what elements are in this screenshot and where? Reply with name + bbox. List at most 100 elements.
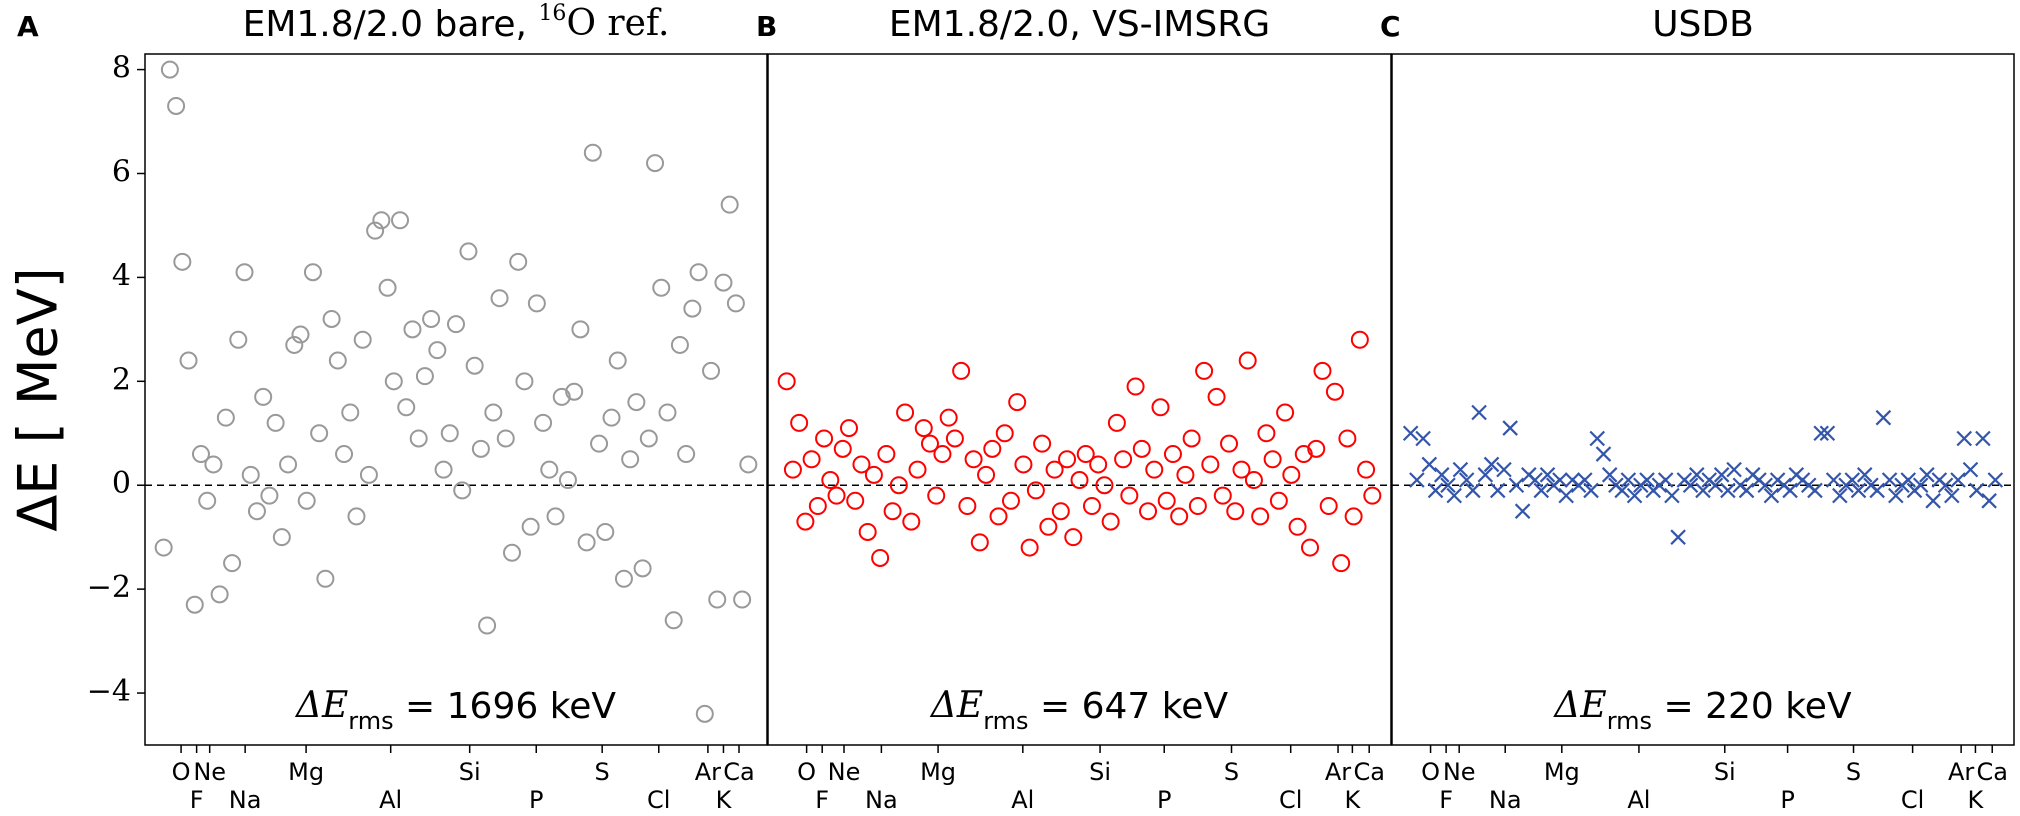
x-tick-label: K (716, 786, 733, 814)
point (272, 528, 291, 547)
x-tick-label: Ne (193, 758, 226, 786)
point (1207, 387, 1226, 406)
point (341, 403, 360, 422)
point (415, 367, 434, 386)
point (1577, 472, 1593, 488)
point (422, 309, 441, 328)
point (952, 361, 971, 380)
point (652, 278, 671, 297)
point (1502, 420, 1518, 436)
point (1176, 465, 1195, 484)
point (714, 273, 733, 292)
point (471, 439, 490, 458)
rms-annotation: ΔErms = 647 keV (929, 685, 1229, 735)
point (914, 419, 933, 438)
point (1912, 477, 1929, 494)
point (852, 455, 871, 474)
x-tick-label: Ar (1325, 758, 1351, 786)
point (428, 341, 447, 360)
point (1950, 472, 1966, 488)
point (1409, 472, 1425, 488)
point (1944, 487, 1960, 504)
x-tick-label: F (815, 786, 829, 814)
x-tick-label: Ne (1443, 758, 1476, 786)
point (1825, 472, 1842, 488)
point (1558, 487, 1574, 504)
point (596, 522, 615, 541)
point (1925, 493, 1941, 509)
point (821, 471, 840, 490)
plot-frame (1391, 53, 2015, 746)
y-tick-label: 0 (112, 466, 131, 501)
point (1282, 465, 1301, 484)
point (1589, 430, 1606, 447)
point (185, 595, 204, 614)
point (1552, 472, 1568, 488)
point (527, 294, 546, 313)
point (989, 507, 1008, 526)
point (1145, 460, 1164, 479)
point (1483, 456, 1500, 473)
point (1269, 491, 1288, 510)
point (627, 393, 646, 412)
point (1076, 445, 1095, 464)
point (191, 445, 210, 464)
point (683, 299, 702, 318)
x-tick-label: Cl (1279, 786, 1302, 814)
point (1496, 461, 1512, 478)
point (1157, 491, 1176, 510)
point (310, 424, 329, 443)
point (241, 465, 260, 484)
point (726, 294, 745, 313)
point (1114, 450, 1133, 469)
panel-letter: C (1380, 10, 1401, 43)
point (939, 408, 958, 427)
point (179, 351, 198, 370)
point (1151, 398, 1170, 417)
x-tick-label: Si (1714, 758, 1736, 786)
point (877, 445, 896, 464)
point (1325, 382, 1344, 401)
point (920, 434, 939, 453)
point (1458, 472, 1475, 488)
point (970, 533, 989, 552)
point (198, 491, 217, 510)
point (1213, 486, 1232, 505)
point (577, 533, 596, 552)
x-tick-label: S (1846, 758, 1861, 786)
point (540, 460, 559, 479)
rms-annotation: ΔErms = 220 keV (1552, 685, 1852, 735)
point (1844, 472, 1861, 488)
x-tick-label: K (1968, 786, 1985, 814)
point (1726, 461, 1742, 478)
point (1900, 472, 1917, 488)
point (378, 278, 397, 297)
x-tick-label: Al (379, 786, 402, 814)
point (1126, 377, 1145, 396)
point (173, 252, 192, 271)
x-tick-label: Ca (1353, 758, 1384, 786)
point (409, 429, 428, 448)
title-part: EM1.8/2.0, VS-IMSRG (889, 4, 1270, 45)
x-tick-label: F (1439, 786, 1453, 814)
point (347, 507, 366, 526)
point (1782, 482, 1798, 499)
point (608, 351, 627, 370)
point (1082, 497, 1101, 516)
point (790, 413, 809, 432)
point (1313, 361, 1332, 380)
point (235, 263, 254, 282)
x-tick-label: Na (1489, 786, 1522, 814)
point (1195, 361, 1214, 380)
point (677, 445, 696, 464)
x-tick-label: Ar (1948, 758, 1974, 786)
point (1620, 472, 1637, 488)
point (896, 403, 915, 422)
point (1471, 404, 1487, 421)
point (889, 476, 908, 495)
point (1446, 487, 1462, 504)
point (839, 419, 858, 438)
panel-title: EM1.8/2.0, VS-IMSRG (889, 4, 1270, 45)
point (1338, 429, 1357, 448)
